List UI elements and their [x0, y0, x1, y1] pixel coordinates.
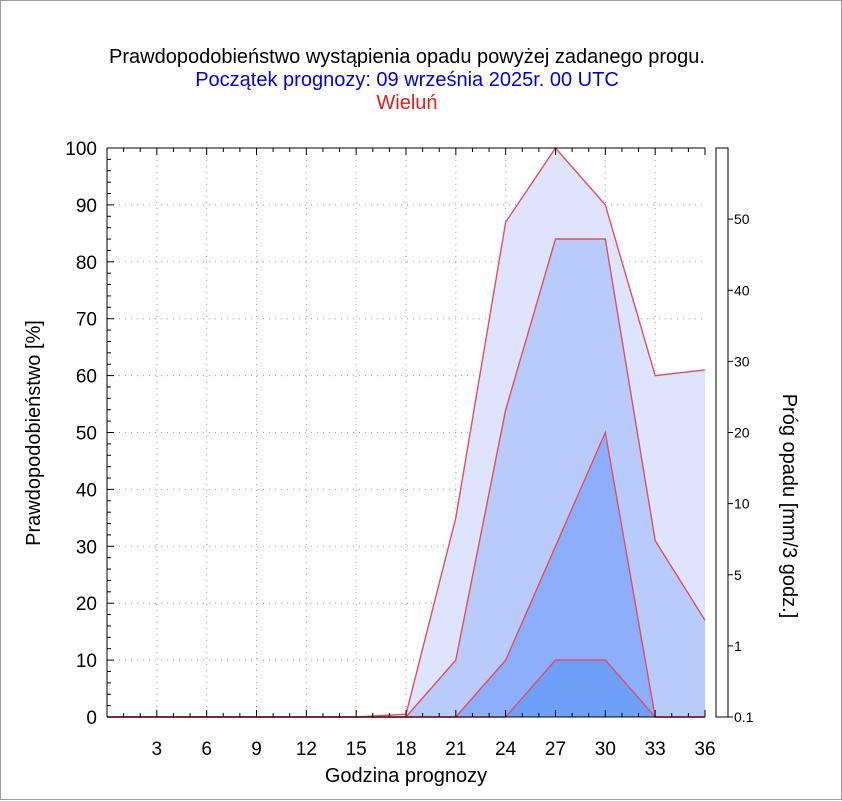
colorbar-tick-label: 10 [734, 496, 750, 512]
x-tick-label: 24 [495, 739, 517, 760]
x-tick-label: 21 [445, 739, 466, 760]
y-tick-label: 90 [76, 196, 97, 217]
y-tick-label: 30 [76, 537, 97, 558]
y-tick-label: 40 [76, 480, 97, 501]
colorbar-tick-label: 0.1 [734, 709, 754, 725]
chart-title: Prawdopodobieństwo wystąpienia opadu pow… [109, 46, 705, 68]
x-ticks: 3 6 9 12 15 18 21 24 27 30 33 36 [106, 148, 716, 760]
x-tick-label: 9 [251, 739, 262, 760]
chart-subtitle: Początek prognozy: 09 września 2025r. 00… [195, 69, 619, 91]
y-tick-label: 70 [76, 310, 97, 331]
x-tick-label: 36 [694, 739, 715, 760]
x-tick-label: 18 [395, 739, 416, 760]
colorbar-tick-label: 30 [734, 353, 750, 369]
colorbar-tick-label: 40 [734, 282, 750, 298]
y-tick-label: 50 [76, 424, 97, 445]
x-tick-label: 33 [645, 739, 666, 760]
y-tick-label: 100 [65, 139, 97, 160]
x-tick-label: 3 [152, 739, 163, 760]
y-tick-label: 10 [76, 651, 97, 672]
area-threshold-10 [107, 660, 705, 717]
x-tick-label: 15 [346, 739, 367, 760]
y-ticks: 0 10 20 30 40 50 60 70 80 90 100 [65, 139, 114, 729]
y-axis-label: Prawdopodobieństwo [%] [23, 320, 45, 546]
probability-areas [107, 148, 705, 717]
colorbar-tick-label: 20 [734, 425, 750, 441]
x-tick-label: 6 [201, 739, 212, 760]
colorbar-label: Próg opadu [mm/3 godz.] [778, 394, 800, 619]
colorbar: 0.1 1 5 10 20 30 40 50 [715, 147, 754, 725]
y-tick-label: 80 [76, 253, 97, 274]
x-tick-label: 12 [296, 739, 317, 760]
x-axis-label: Godzina prognozy [325, 765, 487, 787]
colorbar-tick-label: 50 [734, 211, 750, 227]
colorbar-tick-label: 1 [734, 638, 742, 654]
y-tick-label: 20 [76, 594, 97, 615]
x-tick-label: 30 [595, 739, 616, 760]
colorbar-tick-label: 5 [734, 567, 742, 583]
y-tick-label: 60 [76, 367, 97, 388]
y-tick-label: 0 [86, 708, 97, 729]
area-threshold-5 [107, 432, 705, 717]
chart-location: Wieluń [376, 92, 437, 114]
colorbar-border [715, 147, 729, 718]
x-tick-label: 27 [545, 739, 566, 760]
